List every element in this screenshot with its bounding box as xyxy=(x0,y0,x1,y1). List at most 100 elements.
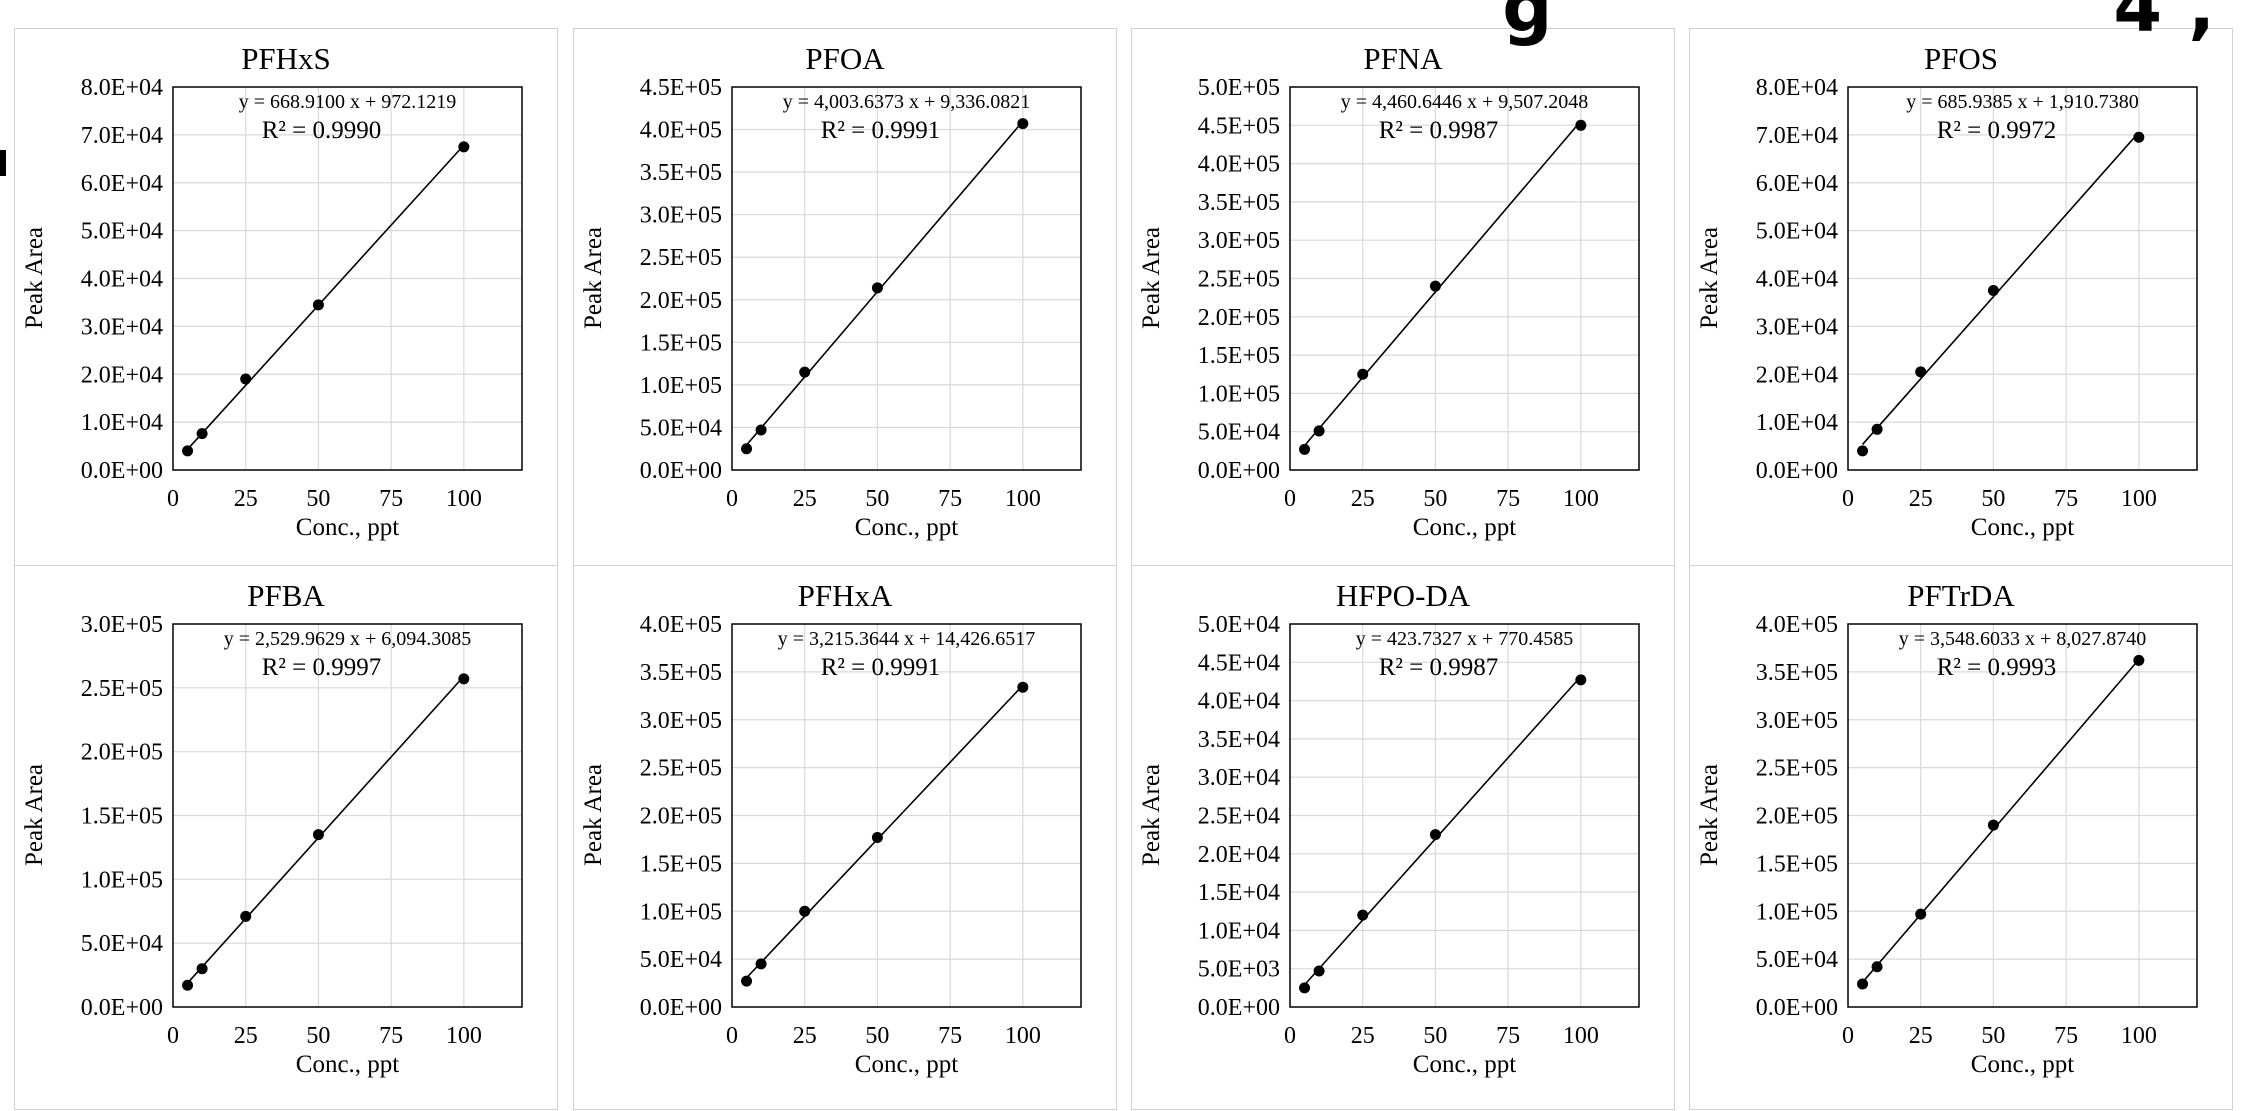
x-tick-label: 75 xyxy=(938,486,962,512)
chart-svg: 0.0E+00 5.0E+04 1.0E+05 1.5E+05 2.0E+05 2.5E+… xyxy=(640,612,1082,1049)
x-tick-label: 100 xyxy=(446,486,482,512)
x-tick-label: 75 xyxy=(379,486,403,512)
y-tick-label: 3.0E+04 xyxy=(1198,765,1280,791)
x-tick-label: 50 xyxy=(865,486,889,512)
y-tick-label: 4.5E+04 xyxy=(1198,650,1280,676)
data-point xyxy=(240,910,252,922)
data-point xyxy=(1313,425,1325,437)
x-tick-label: 25 xyxy=(234,486,258,512)
trendline xyxy=(186,675,465,984)
data-point xyxy=(1987,284,1999,296)
x-tick-label: 50 xyxy=(306,1023,330,1049)
data-point xyxy=(871,832,883,844)
y-tick-label: 2.0E+05 xyxy=(640,804,722,830)
data-point xyxy=(1915,366,1927,378)
x-axis-label: Conc., ppt xyxy=(854,514,959,541)
y-tick-label: 5.0E+05 xyxy=(1198,75,1280,101)
y-tick-label: 2.0E+05 xyxy=(640,288,722,314)
y-tick-label: 8.0E+04 xyxy=(81,75,163,101)
y-tick-label: 3.0E+05 xyxy=(81,612,163,638)
y-tick-label: 0.0E+00 xyxy=(640,995,722,1021)
trendline xyxy=(1303,675,1582,986)
data-point xyxy=(799,366,811,378)
y-tick-label: 3.5E+05 xyxy=(640,160,722,186)
regression-equation: y = 423.7327 x + 770.4585 xyxy=(1355,628,1574,650)
chart-grid: 0.0E+00 1.0E+04 2.0E+04 3.0E+04 4.0E+04 5.0E+… xyxy=(14,28,2233,1110)
y-axis-label: Peak Area xyxy=(1696,763,1723,866)
data-point xyxy=(182,445,194,457)
plot-frame xyxy=(1289,623,1640,1008)
y-tick-label: 2.0E+05 xyxy=(1198,305,1280,331)
y-tick-label: 4.0E+05 xyxy=(1198,152,1280,178)
regression-equation: y = 668.9100 x + 972.1219 xyxy=(238,91,457,113)
y-tick-label: 7.0E+04 xyxy=(1756,123,1838,149)
data-point xyxy=(1871,961,1883,973)
x-tick-label: 100 xyxy=(2121,1023,2157,1049)
chart-panel: 0.0E+00 1.0E+04 2.0E+04 3.0E+04 4.0E+04 5.0E+… xyxy=(1689,28,2233,573)
x-axis-label: Conc., ppt xyxy=(854,1051,959,1078)
y-tick-label: 1.5E+05 xyxy=(81,804,163,830)
x-tick-label: 0 xyxy=(167,1023,179,1049)
y-tick-label: 3.5E+05 xyxy=(640,660,722,686)
y-tick-label: 1.5E+04 xyxy=(1198,880,1280,906)
y-tick-label: 1.0E+04 xyxy=(81,410,163,436)
y-axis-label: Peak Area xyxy=(580,226,607,329)
chart-title: PFNA xyxy=(1363,41,1443,76)
data-point xyxy=(1987,819,1999,831)
chart-panel: 0.0E+00 5.0E+04 1.0E+05 1.5E+05 2.0E+05 2.5E+… xyxy=(14,565,558,1110)
y-tick-label: 3.5E+05 xyxy=(1756,660,1838,686)
data-point xyxy=(871,282,883,294)
y-tick-label: 1.0E+05 xyxy=(640,373,722,399)
y-tick-label: 4.0E+05 xyxy=(1756,612,1838,638)
chart-title: PFOA xyxy=(805,41,885,76)
trendline xyxy=(745,120,1024,446)
y-axis-label: Peak Area xyxy=(1696,226,1723,329)
y-tick-label: 7.0E+04 xyxy=(81,123,163,149)
chart-title: HFPO-DA xyxy=(1335,578,1471,613)
y-axis-label: Peak Area xyxy=(580,763,607,866)
regression-equation: y = 3,548.6033 x + 8,027.8740 xyxy=(1898,628,2147,650)
y-tick-label: 2.5E+05 xyxy=(81,676,163,702)
y-tick-label: 2.5E+05 xyxy=(640,756,722,782)
r-squared: R² = 0.9972 xyxy=(1936,117,2057,144)
y-tick-label: 2.5E+04 xyxy=(1198,804,1280,830)
y-tick-label: 5.0E+04 xyxy=(1756,219,1838,245)
edge-fragment xyxy=(0,150,6,176)
x-tick-label: 50 xyxy=(1423,486,1447,512)
chart-svg: 0.0E+00 5.0E+04 1.0E+05 1.5E+05 2.0E+05 2.5E+… xyxy=(1198,75,1640,512)
y-tick-label: 2.0E+04 xyxy=(1198,842,1280,868)
chart-panel: 0.0E+00 5.0E+03 1.0E+04 1.5E+04 2.0E+04 2.5E+… xyxy=(1131,565,1675,1110)
data-point xyxy=(1299,443,1311,455)
data-point xyxy=(1871,423,1883,435)
data-point xyxy=(1857,445,1869,457)
y-axis-label: Peak Area xyxy=(1138,763,1165,866)
y-tick-label: 0.0E+00 xyxy=(1756,995,1838,1021)
x-tick-label: 100 xyxy=(1563,486,1599,512)
chart-svg: 0.0E+00 1.0E+04 2.0E+04 3.0E+04 4.0E+04 5.0E+… xyxy=(81,75,523,512)
y-tick-label: 3.5E+05 xyxy=(1198,190,1280,216)
trendline xyxy=(745,684,1024,979)
trendline xyxy=(1861,131,2140,445)
y-tick-label: 5.0E+04 xyxy=(1198,420,1280,446)
x-tick-label: 50 xyxy=(1981,1023,2005,1049)
x-axis-label: Conc., ppt xyxy=(295,514,400,541)
data-point xyxy=(240,373,252,385)
chart-svg: 0.0E+00 5.0E+04 1.0E+05 1.5E+05 2.0E+05 2.5E+… xyxy=(81,612,523,1049)
x-tick-label: 100 xyxy=(2121,486,2157,512)
chart-panel: 0.0E+00 5.0E+04 1.0E+05 1.5E+05 2.0E+05 2.5E+… xyxy=(1131,28,1675,573)
regression-equation: y = 2,529.9629 x + 6,094.3085 xyxy=(223,628,472,650)
chart-svg: 0.0E+00 5.0E+04 1.0E+05 1.5E+05 2.0E+05 2.5E+… xyxy=(640,75,1082,512)
x-tick-label: 25 xyxy=(793,1023,817,1049)
plot-frame xyxy=(1847,623,2198,1008)
y-tick-label: 3.0E+05 xyxy=(640,708,722,734)
x-tick-label: 75 xyxy=(938,1023,962,1049)
data-point xyxy=(741,975,753,987)
data-point xyxy=(312,829,324,841)
data-point xyxy=(1357,909,1369,921)
y-tick-label: 2.5E+05 xyxy=(1198,267,1280,293)
y-tick-label: 1.0E+04 xyxy=(1756,410,1838,436)
y-tick-label: 4.0E+04 xyxy=(81,267,163,293)
data-point xyxy=(1575,674,1587,686)
y-tick-label: 2.0E+05 xyxy=(81,740,163,766)
chart-panel: 0.0E+00 5.0E+04 1.0E+05 1.5E+05 2.0E+05 2.5E+… xyxy=(1689,565,2233,1110)
